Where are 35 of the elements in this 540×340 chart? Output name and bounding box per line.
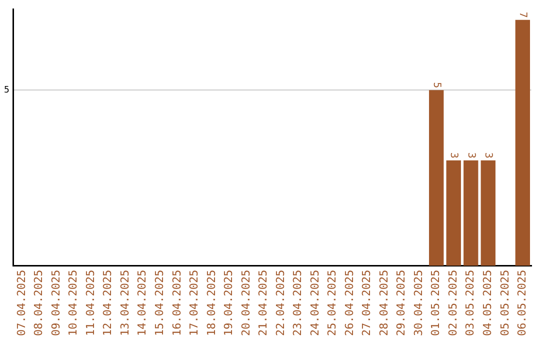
- data-label: 3: [482, 152, 494, 158]
- x-tick-label: 26.04.2025: [342, 270, 356, 336]
- x-tick-label: 11.04.2025: [84, 270, 97, 336]
- x-tick-label: 25.04.2025: [326, 270, 339, 336]
- x-tick-label: 10.04.2025: [66, 270, 80, 336]
- x-tick-label: 24.04.2025: [308, 270, 322, 336]
- x-tick-label: 23.04.2025: [291, 270, 304, 336]
- x-tick-label: 29.04.2025: [394, 270, 408, 336]
- x-tick-label: 19.04.2025: [222, 270, 236, 336]
- x-tick-label: 13.04.2025: [118, 270, 132, 336]
- data-label: 3: [448, 152, 460, 158]
- x-tick-label: 28.04.2025: [377, 270, 390, 336]
- data-label: 7: [517, 12, 528, 18]
- x-tick-label: 08.04.2025: [32, 270, 46, 336]
- x-tick-label: 14.04.2025: [136, 270, 149, 336]
- x-tick-label: 15.04.2025: [153, 270, 166, 336]
- x-tick-label: 03.05.2025: [464, 270, 477, 336]
- data-label: 3: [465, 152, 476, 158]
- x-tick-label: 20.04.2025: [239, 270, 252, 336]
- x-tick-label: 21.04.2025: [256, 270, 270, 336]
- x-tick-label: 16.04.2025: [170, 270, 184, 336]
- x-tick-label: 05.05.2025: [498, 270, 512, 336]
- x-tick-label: 04.05.2025: [481, 270, 494, 336]
- x-tick-label: 09.04.2025: [49, 270, 62, 336]
- x-tick-label: 18.04.2025: [204, 270, 218, 336]
- x-tick-label: 06.05.2025: [516, 270, 529, 336]
- x-tick-label: 22.04.2025: [274, 270, 287, 336]
- x-tick-label: 01.05.2025: [429, 270, 442, 336]
- x-tick-label: 02.05.2025: [446, 270, 460, 336]
- x-tick-label: 27.04.2025: [360, 270, 374, 336]
- x-tick-label: 12.04.2025: [101, 270, 114, 336]
- x-tick-label: 17.04.2025: [188, 270, 201, 336]
- x-tick-label: 07.04.2025: [14, 270, 28, 336]
- data-label: 5: [430, 82, 442, 88]
- x-tick-label: 30.04.2025: [412, 270, 425, 336]
